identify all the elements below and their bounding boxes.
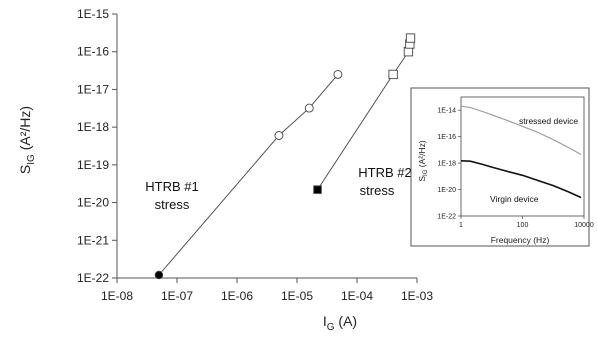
y-ticks: 1E-22 1E-21 1E-20 1E-19 1E-18 1E-17 1E-16 1E-15 [77,7,117,285]
inset-y-tick-label: 1E-22 [437,214,456,221]
inset-y-tick-label: 1E-18 [437,161,456,168]
x-axis-label: IG (A) [323,313,357,333]
annotation-htrb1-line1: HTRB #1 [145,179,198,194]
annotation-htrb2-line2: stress [360,183,395,198]
inset-x-ticks: 1 100 10000 [459,216,594,229]
y-tick-label: 1E-21 [77,233,109,247]
inset-series-lines [460,105,582,199]
inset-y-tick-label: 1E-16 [437,134,456,141]
x-ticks: 1E-08 1E-07 1E-06 1E-05 1E-04 1E-03 [101,278,433,303]
inset-frame [410,87,590,247]
series-lines [158,38,411,276]
inset-x-tick-label: 1 [459,222,463,229]
x-tick-label: 1E-04 [341,289,373,303]
inset-label-stressed: stressed device [519,116,578,126]
series-points [154,33,416,280]
inset-x-axis-label: Frequency (Hz) [491,235,550,245]
annotation-htrb1-line2: stress [155,197,190,212]
main-plot: 1E-22 1E-21 1E-20 1E-19 1E-18 1E-17 1E-16 1E-15… [17,7,433,333]
x-tick-label: 1E-03 [401,289,433,303]
x-tick-label: 1E-07 [161,289,193,303]
series-2-point [405,33,416,43]
x-tick-label: 1E-05 [281,289,313,303]
y-tick-label: 1E-16 [77,45,109,59]
inset-y-ticks: 1E-14 1E-16 1E-18 1E-20 1E-22 [437,108,461,221]
y-axis-label: SIG (A²/Hz) [17,106,37,174]
series-2-point [403,47,414,57]
inset-y-tick-label: 1E-14 [437,108,456,115]
inset-label-virgin: Virgin device [490,194,539,204]
y-tick-label: 1E-22 [77,271,109,285]
inset-series-2-line [460,160,582,199]
inset-series-1-line [460,105,582,155]
inset-x-tick-label: 10000 [574,222,594,229]
y-tick-label: 1E-19 [77,158,109,172]
inset-x-tick-label: 100 [517,222,529,229]
series-1-point [333,69,343,79]
series-2-point [388,69,398,80]
inset-y-tick-label: 1E-20 [437,187,456,194]
series-1-point [304,103,314,113]
x-tick-label: 1E-06 [221,289,253,303]
y-tick-label: 1E-20 [77,196,109,210]
annotation-htrb2-line1: HTRB #2 [358,165,411,180]
series-1-line [158,74,339,276]
x-tick-label: 1E-08 [101,289,133,303]
y-tick-label: 1E-18 [77,120,109,134]
series-2-point [313,185,322,194]
series-1-point [154,270,164,280]
y-tick-label: 1E-17 [77,82,109,96]
y-tick-label: 1E-15 [77,7,109,21]
series-1-point [274,131,284,140]
